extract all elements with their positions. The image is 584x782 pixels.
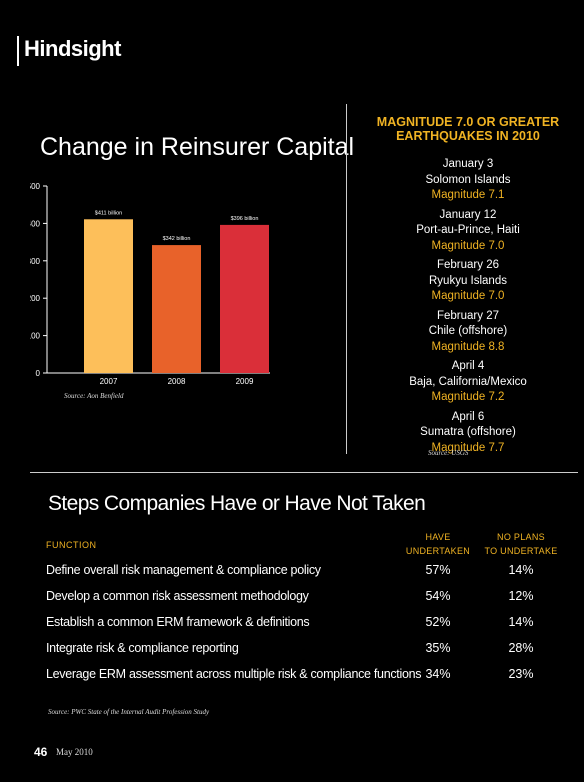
row-have-value: 34%: [425, 667, 451, 681]
row-have-value: 35%: [425, 641, 451, 655]
table-row: Establish a common ERM framework & defin…: [46, 615, 578, 635]
bar: [84, 219, 133, 373]
bar: [152, 245, 201, 373]
issue-date: May 2010: [56, 747, 93, 757]
reinsurer-capital-chart: 0 100 200 300 400 500 $411 billion 2007 $342 bil…: [30, 182, 270, 386]
earthquake-magnitude: Magnitude 7.1: [431, 189, 505, 201]
row-noplans-value: 28%: [508, 641, 534, 655]
y-tick-label: 300: [30, 257, 41, 266]
earthquake-item: February 27 Chile (offshore) Magnitude 8…: [352, 309, 584, 356]
x-tick-label: 2007: [100, 377, 118, 386]
column-header-have-undertaken: HAVE UNDERTAKEN: [398, 530, 478, 558]
earthquake-list: January 3 Solomon Islands Magnitude 7.1 …: [352, 157, 584, 460]
y-tick-label: 400: [30, 219, 41, 228]
x-tick-label: 2009: [236, 377, 254, 386]
earthquake-source: Source: USGS: [428, 449, 469, 457]
chart-title: Change in Reinsurer Capital: [40, 133, 355, 161]
earthquake-title-line2: EARTHQUAKES IN 2010: [396, 129, 540, 143]
row-label: Leverage ERM assessment across multiple …: [46, 667, 422, 681]
earthquake-place: Sumatra (offshore): [420, 426, 516, 438]
earthquake-item: April 6 Sumatra (offshore) Magnitude 7.7: [352, 410, 584, 457]
y-tick-label: 200: [30, 294, 41, 303]
column-header-line: TO UNDERTAKE: [484, 546, 558, 556]
bar: [220, 224, 269, 373]
y-tick-label: 100: [30, 332, 41, 341]
table-row: Integrate risk & compliance reporting 35…: [46, 641, 578, 661]
row-noplans-value: 12%: [508, 589, 534, 603]
column-header-line: HAVE: [425, 532, 451, 542]
column-header-line: NO PLANS: [497, 532, 545, 542]
section-title: Hindsight: [24, 36, 121, 61]
earthquake-date: February 26: [436, 259, 499, 271]
earthquake-magnitude: Magnitude 7.7: [431, 441, 505, 454]
steps-table-title: Steps Companies Have or Have Not Taken: [48, 492, 426, 515]
bar-data-label: $411 billion: [95, 210, 122, 216]
earthquake-item: January 12 Port-au-Prince, Haiti Magnitu…: [352, 208, 584, 255]
column-header-function: FUNCTION: [46, 540, 97, 550]
row-noplans-value: 14%: [508, 563, 534, 577]
earthquake-date: April 6: [451, 410, 485, 423]
table-row: Define overall risk management & complia…: [46, 563, 578, 583]
row-label: Integrate risk & compliance reporting: [46, 641, 239, 655]
column-header-no-plans: NO PLANS TO UNDERTAKE: [481, 530, 561, 558]
column-header-line: UNDERTAKEN: [405, 546, 471, 556]
earthquake-item: January 3 Solomon Islands Magnitude 7.1: [352, 157, 584, 204]
page-number: 46: [34, 745, 48, 759]
header-accent-bar: [17, 36, 19, 66]
earthquake-item: April 4 Baja, California/Mexico Magnitud…: [352, 359, 584, 406]
row-have-value: 54%: [425, 589, 451, 603]
earthquake-panel-title: MAGNITUDE 7.0 OR GREATER EARTHQUAKES IN …: [352, 115, 584, 143]
y-tick-label: 500: [30, 182, 41, 191]
bar-data-label: $342 billion: [163, 236, 191, 242]
y-tick-label: 0: [36, 369, 41, 378]
steps-source: Source: PWC State of the Internal Audit …: [48, 708, 210, 716]
earthquake-place: Baja, California/Mexico: [409, 375, 527, 388]
earthquake-date: April 4: [451, 360, 485, 372]
row-noplans-value: 23%: [508, 667, 534, 681]
vertical-divider: [346, 104, 347, 454]
table-row: Leverage ERM assessment across multiple …: [46, 667, 578, 687]
earthquake-date: January 3: [442, 158, 494, 170]
row-label: Establish a common ERM framework & defin…: [46, 615, 310, 629]
x-tick-label: 2008: [168, 377, 186, 386]
row-noplans-value: 14%: [508, 615, 534, 629]
row-have-value: 52%: [425, 615, 451, 629]
earthquake-magnitude: Magnitude 7.0: [431, 239, 505, 252]
chart-source: Source: Aon Benfield: [64, 392, 124, 400]
earthquake-magnitude: Magnitude 7.0: [431, 290, 505, 302]
horizontal-divider: [30, 472, 578, 473]
earthquake-magnitude: Magnitude 8.8: [431, 340, 505, 353]
row-have-value: 57%: [425, 563, 451, 577]
earthquake-item: February 26 Ryukyu Islands Magnitude 7.0: [352, 258, 584, 305]
earthquake-magnitude: Magnitude 7.2: [431, 391, 505, 403]
earthquake-place: Ryukyu Islands: [429, 274, 507, 287]
earthquake-title-line1: MAGNITUDE 7.0 OR GREATER: [376, 115, 560, 129]
row-label: Define overall risk management & complia…: [46, 563, 321, 577]
earthquake-place: Solomon Islands: [425, 173, 511, 186]
earthquake-place: Port-au-Prince, Haiti: [416, 224, 520, 236]
row-label: Develop a common risk assessment methodo…: [46, 589, 309, 603]
earthquake-date: January 12: [439, 208, 497, 221]
earthquake-date: February 27: [436, 309, 499, 322]
table-row: Develop a common risk assessment methodo…: [46, 589, 578, 609]
earthquake-place: Chile (offshore): [428, 325, 508, 337]
bar-data-label: $396 billion: [231, 216, 259, 222]
